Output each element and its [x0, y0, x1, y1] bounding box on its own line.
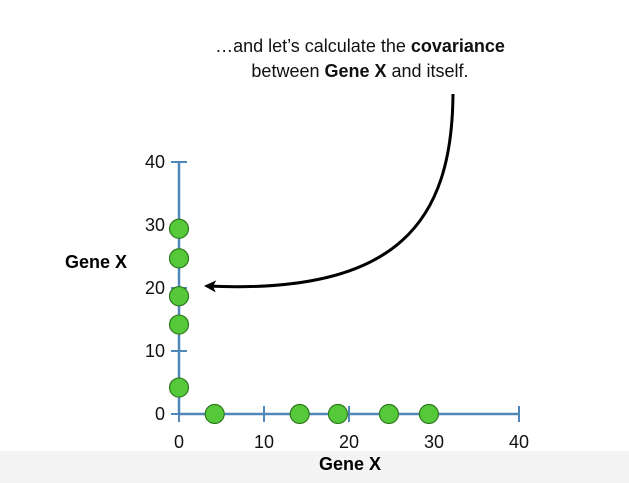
x-tick-label: 20: [339, 432, 359, 452]
bottom-strip: [0, 451, 629, 483]
caption-covariance-bold: covariance: [410, 36, 505, 56]
data-point: [378, 403, 400, 425]
data-point: [168, 286, 190, 307]
data-point: [289, 403, 310, 425]
data-points: [168, 218, 439, 425]
x-tick-label: 10: [254, 432, 274, 452]
data-point: [168, 218, 190, 239]
y-tick-label: 30: [145, 215, 165, 235]
data-point: [327, 403, 349, 425]
x-axis-label: Gene X: [319, 454, 381, 474]
caption-line-2-text: between: [251, 61, 325, 81]
caption-gene-x-bold: Gene X: [324, 61, 387, 81]
caption-line-2: between Gene X and itself.: [160, 59, 560, 84]
axes: [171, 161, 520, 422]
tick-labels: 0 10 20 30 40 0 10 20 30 40: [145, 152, 529, 452]
y-axis-label: Gene X: [65, 252, 127, 272]
data-point: [168, 248, 190, 269]
x-tick-label: 40: [509, 432, 529, 452]
caption-line-1-text: …and let’s calculate the: [215, 36, 411, 56]
caption: …and let’s calculate the covariance betw…: [160, 34, 560, 84]
y-tick-label: 10: [145, 341, 165, 361]
x-tick-label: 0: [174, 432, 184, 452]
y-tick-label: 40: [145, 152, 165, 172]
caption-line-1: …and let’s calculate the covariance: [160, 34, 560, 59]
data-point: [418, 403, 439, 425]
x-tick-label: 30: [424, 432, 444, 452]
data-point: [204, 403, 225, 425]
data-point: [168, 377, 190, 398]
callout-arrow: [204, 93, 455, 293]
y-tick-label: 0: [155, 404, 165, 424]
caption-line-2-suffix: and itself.: [386, 61, 469, 81]
data-point: [168, 314, 190, 335]
y-tick-label: 20: [145, 278, 165, 298]
